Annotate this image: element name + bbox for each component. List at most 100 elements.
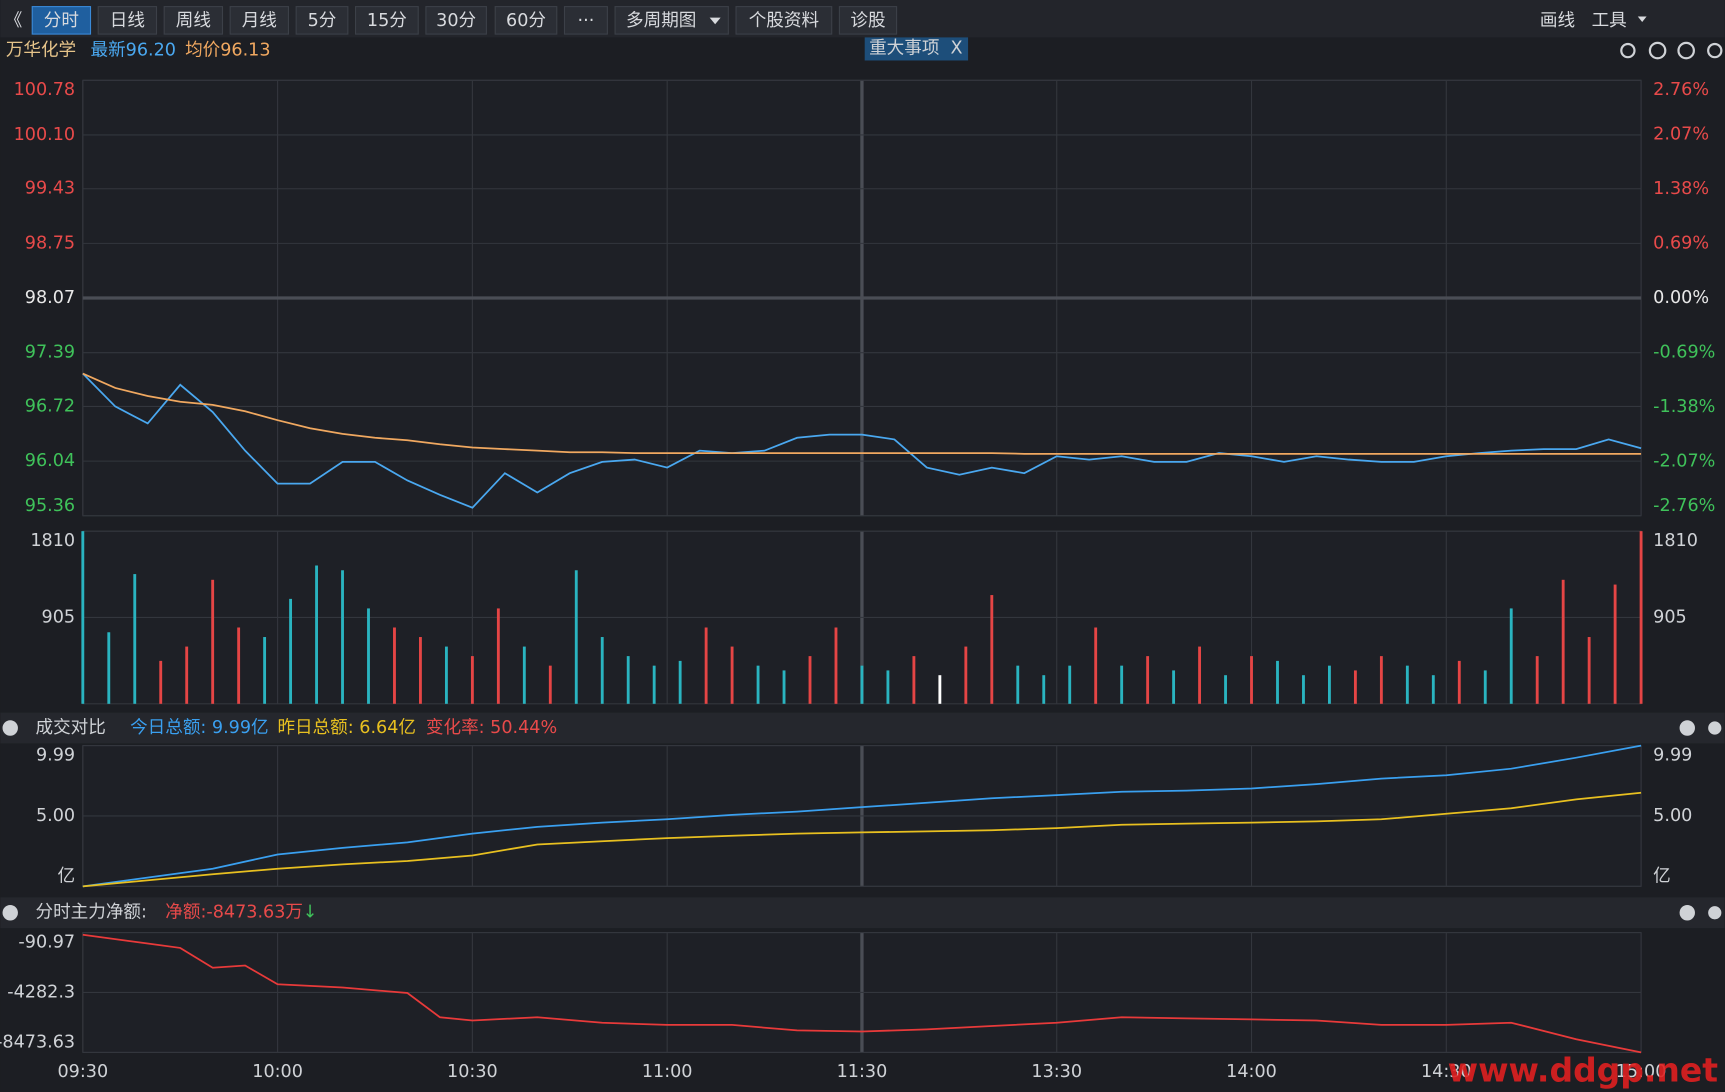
volume-bar xyxy=(834,627,838,704)
volume-bar xyxy=(419,637,422,704)
volume-bar xyxy=(704,627,708,704)
volume-bar xyxy=(860,665,864,704)
settings-icon[interactable] xyxy=(1708,906,1722,920)
stock-name: 万华化学 xyxy=(6,41,76,61)
volume-bar xyxy=(522,646,526,704)
toolbar-button-label[interactable]: 60分 xyxy=(506,11,546,31)
settings-icon[interactable] xyxy=(1708,721,1722,735)
x-tick-label: 14:30 xyxy=(1421,1062,1472,1082)
volume-bar xyxy=(1068,665,1072,704)
toolbar-button[interactable] xyxy=(425,6,487,35)
net-arrow: ↓ xyxy=(303,903,318,923)
volume-bar xyxy=(1457,660,1461,704)
volume-bar xyxy=(1613,584,1617,704)
volume-bar xyxy=(912,656,916,704)
y-tick-label: 905 xyxy=(42,607,76,627)
toolbar-button-label[interactable]: 诊股 xyxy=(850,11,885,31)
series-line xyxy=(82,372,1642,455)
toolbar-button[interactable] xyxy=(614,6,729,35)
panel-icons xyxy=(1620,41,1723,60)
collapse-icon[interactable] xyxy=(2,720,18,736)
volume-bar xyxy=(341,570,344,704)
volume-bar xyxy=(1198,646,1202,704)
volume-bar xyxy=(1353,670,1357,704)
volume-bar xyxy=(185,646,189,704)
x-tick-label: 11:30 xyxy=(837,1062,888,1082)
volume-bar xyxy=(393,627,396,704)
panel2-title: 成交对比 xyxy=(36,718,106,738)
toolbar-button[interactable] xyxy=(494,6,558,35)
series-line xyxy=(82,791,1642,888)
dropdown-arrow[interactable] xyxy=(1637,16,1647,22)
toolbar-button[interactable] xyxy=(97,6,158,35)
volume-bar xyxy=(263,637,267,704)
volume-bar xyxy=(159,660,163,704)
toolbar-button[interactable] xyxy=(563,6,608,35)
volume-bar xyxy=(548,665,552,704)
y2-tick-label: 1.38% xyxy=(1653,179,1709,199)
volume-bar xyxy=(289,598,293,704)
volume-bar xyxy=(782,670,786,704)
volume-bar xyxy=(990,595,994,704)
toolbar-button-label[interactable]: 30分 xyxy=(436,11,476,31)
toolbar: 《 分时 日线 周线 月线 5分 15分 30分 60分 ··· 多周期图 个股资料 诊股 画线 工具 xyxy=(5,6,1647,35)
event-tag[interactable]: 重大事项 xyxy=(869,38,939,58)
volume-bar xyxy=(470,656,474,704)
volume-bar xyxy=(886,670,890,704)
settings-icon[interactable] xyxy=(1707,42,1723,59)
toolbar-button[interactable] xyxy=(31,6,92,35)
collapse-icon[interactable] xyxy=(2,905,18,921)
net-amount: 净额:-8473.63万 xyxy=(165,903,303,923)
toolbar-button-label[interactable]: 周线 xyxy=(176,11,211,31)
toolbar-button-label[interactable]: 5分 xyxy=(308,11,337,31)
toolbar-button-label[interactable]: 日线 xyxy=(110,11,145,31)
y-tick-label: 9.99 xyxy=(36,745,75,765)
zoom-in-icon[interactable] xyxy=(1648,41,1667,60)
undo-icon[interactable] xyxy=(1620,42,1636,59)
toolbar-button-label[interactable]: 15分 xyxy=(367,11,407,31)
close-icon[interactable] xyxy=(1679,905,1695,921)
toolbar-button-label[interactable]: 分时 xyxy=(44,11,79,31)
volume-bar xyxy=(1042,675,1046,704)
y2-tick-label: -1.38% xyxy=(1653,397,1715,417)
y-tick-label-right: 905 xyxy=(1653,607,1687,627)
toolbar-right-label[interactable]: 工具 xyxy=(1592,11,1627,31)
event-close[interactable]: X xyxy=(950,38,962,58)
toolbar-button-label[interactable]: 个股资料 xyxy=(749,11,819,31)
toolbar-right-label[interactable]: 画线 xyxy=(1540,11,1575,31)
volume-bar xyxy=(1328,665,1331,704)
toolbar-button-label[interactable]: 多周期图 xyxy=(626,11,696,31)
toolbar-button-label[interactable]: ··· xyxy=(578,11,595,31)
y2-tick-label: -2.07% xyxy=(1653,451,1715,471)
charts: 95.36 96.04 96.72 97.39 98.07 98.75 99.43 100.1… xyxy=(0,79,1715,1082)
y2-tick-label: 2.76% xyxy=(1653,80,1709,100)
toolbar-button[interactable] xyxy=(295,6,349,35)
toolbar-button[interactable] xyxy=(838,6,898,35)
toolbar-button-label[interactable]: 月线 xyxy=(242,11,277,31)
volume-bar xyxy=(1405,665,1409,704)
yesterday-total: 昨日总额: 6.64亿 xyxy=(277,718,416,738)
volume-bar xyxy=(1276,660,1279,704)
toolbar-button-label[interactable]: 《 xyxy=(5,11,23,31)
close-icon[interactable] xyxy=(1679,720,1695,736)
y-tick-label: -4282.3 xyxy=(7,982,75,1002)
toolbar-button[interactable] xyxy=(163,6,224,35)
volume-bar xyxy=(211,579,215,704)
event-tag-bg[interactable] xyxy=(864,37,969,61)
toolbar-button[interactable] xyxy=(229,6,290,35)
y-tick-label: 96.72 xyxy=(25,396,75,416)
y-tick-label-right: 1810 xyxy=(1653,531,1698,551)
volume-bar xyxy=(496,608,500,704)
y2-tick-label: -0.69% xyxy=(1653,342,1715,362)
y2-tick-label: 0.69% xyxy=(1653,234,1709,254)
y-tick-label: 97.39 xyxy=(25,343,75,363)
dropdown-arrow[interactable] xyxy=(709,17,721,25)
x-tick-label: 09:30 xyxy=(57,1062,108,1082)
toolbar-button[interactable] xyxy=(354,6,419,35)
zoom-out-icon[interactable] xyxy=(1677,41,1695,60)
volume-bar xyxy=(938,675,942,704)
x-tick-label: 11:00 xyxy=(642,1062,693,1082)
volume-bar xyxy=(1587,637,1591,704)
series-line xyxy=(82,372,1642,509)
toolbar-button[interactable] xyxy=(735,6,833,35)
